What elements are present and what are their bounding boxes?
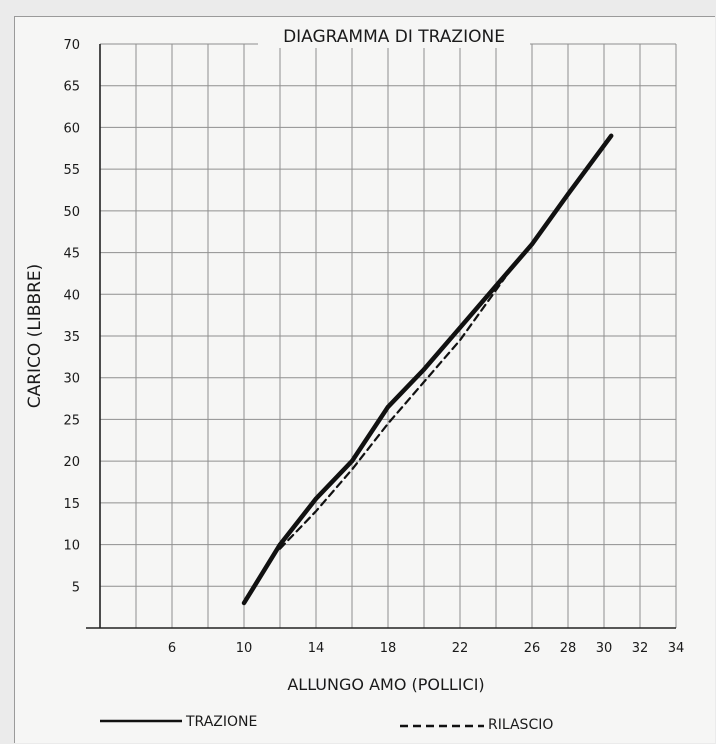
x-tick-label: 26 xyxy=(524,641,541,656)
x-tick-label: 6 xyxy=(168,641,176,656)
y-tick-label: 5 xyxy=(72,580,80,595)
series-layer xyxy=(241,133,614,606)
axes-layer xyxy=(86,44,676,629)
y-tick-label: 20 xyxy=(63,455,80,470)
x-tick-label: 32 xyxy=(632,641,649,656)
legend: TRAZIONE RILASCIO xyxy=(100,714,553,733)
title-background xyxy=(258,22,530,48)
y-tick-label: 70 xyxy=(63,38,80,53)
x-tick-label: 10 xyxy=(236,641,253,656)
legend-label-trazione: TRAZIONE xyxy=(185,714,257,730)
x-axis-label: ALLUNGO AMO (POLLICI) xyxy=(287,675,484,694)
y-axis-label: CARICO (LIBBRE) xyxy=(25,264,45,409)
series-line-rilascio xyxy=(278,276,507,550)
y-tick-label: 25 xyxy=(63,413,80,428)
y-tick-label: 60 xyxy=(63,121,80,136)
x-tick-label: 22 xyxy=(452,641,469,656)
grid-layer xyxy=(100,43,677,628)
y-tick-label: 30 xyxy=(63,372,80,387)
y-tick-label: 50 xyxy=(63,205,80,220)
y-tick-label: 35 xyxy=(63,330,80,345)
y-tick-label: 45 xyxy=(63,247,80,262)
chart-title: DIAGRAMMA DI TRAZIONE xyxy=(283,27,505,47)
y-tick-label: 10 xyxy=(63,539,80,554)
y-tick-label: 40 xyxy=(63,288,80,303)
x-tick-label: 30 xyxy=(596,641,613,656)
x-tick-label: 34 xyxy=(668,641,685,656)
tick-labels: 6 10 14 18 22 26 28 30 32 34 5 10 15 20 25 30 35 40 45 50 55… xyxy=(63,38,684,656)
y-tick-label: 15 xyxy=(63,497,80,512)
x-tick-label: 28 xyxy=(560,641,577,656)
chart-frame xyxy=(14,16,715,743)
y-tick-label: 55 xyxy=(63,163,80,178)
series-line-trazione xyxy=(241,133,614,606)
x-tick-label: 18 xyxy=(380,641,397,656)
x-tick-label: 14 xyxy=(308,641,325,656)
legend-label-rilascio: RILASCIO xyxy=(488,717,553,733)
y-tick-label: 65 xyxy=(63,80,80,95)
